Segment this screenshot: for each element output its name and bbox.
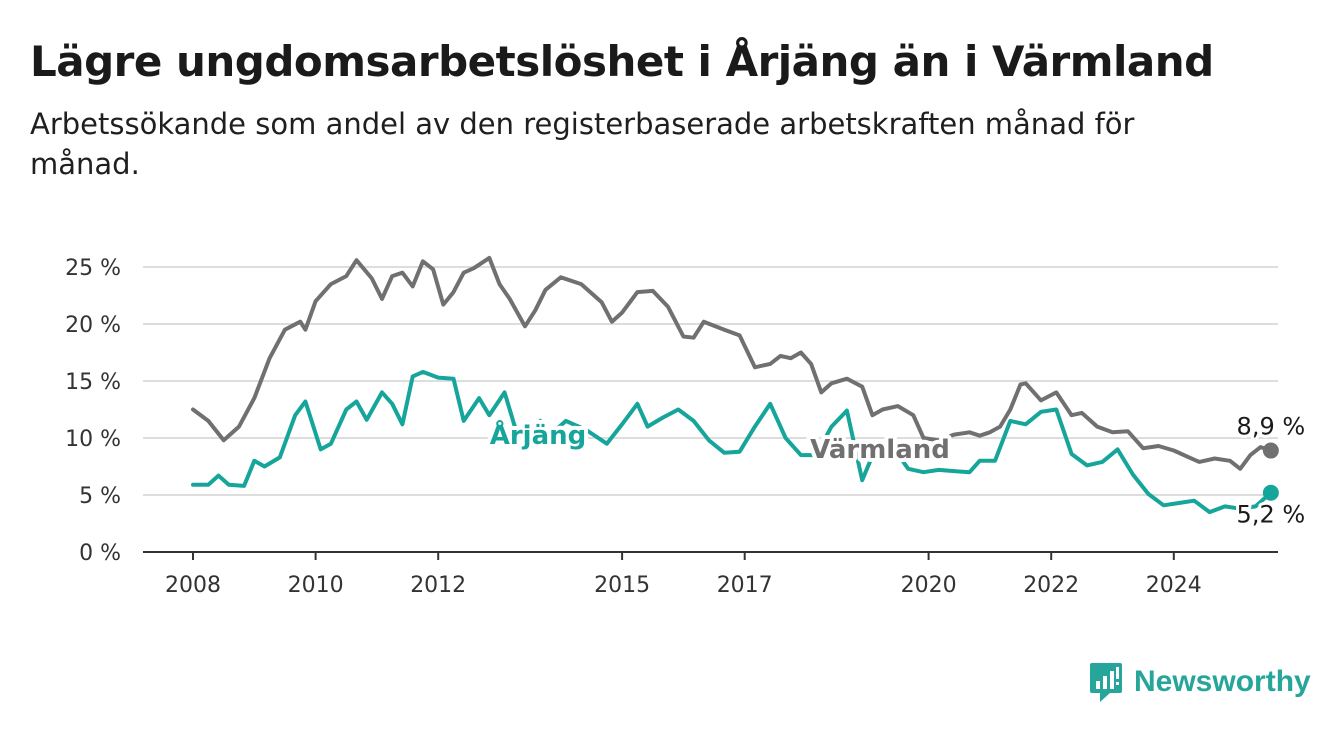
y-tick-label: 10 % xyxy=(65,427,121,452)
x-tick-label: 2022 xyxy=(1023,573,1079,598)
label-layer: Värmland Årjäng 8,9 % 5,2 % xyxy=(486,410,1308,532)
series-name-label: Värmland xyxy=(810,435,950,465)
x-tick-label: 2024 xyxy=(1146,573,1202,598)
y-tick-label: 5 % xyxy=(79,484,121,509)
y-tick-label: 25 % xyxy=(65,256,121,281)
series-end-label: 5,2 % xyxy=(1237,501,1306,529)
x-tick-label: 2020 xyxy=(901,573,957,598)
x-tick-label: 2017 xyxy=(717,573,773,598)
series-end-marker xyxy=(1262,484,1279,501)
page-title: Lägre ungdomsarbetslöshet i Årjäng än i … xyxy=(30,37,1214,86)
series-layer xyxy=(191,255,1279,515)
x-tick-label: 2015 xyxy=(594,573,650,598)
series-end-marker xyxy=(1262,442,1279,459)
y-tick-label: 15 % xyxy=(65,370,121,395)
x-tick-label: 2012 xyxy=(410,573,466,598)
series-line xyxy=(191,369,1273,515)
y-tick-label: 20 % xyxy=(65,313,121,338)
y-tick-label: 0 % xyxy=(79,541,121,566)
newsworthy-logo-icon xyxy=(1090,663,1122,702)
x-tick-label: 2008 xyxy=(165,573,221,598)
series-line xyxy=(191,255,1273,471)
page-subtitle: Arbetssökande som andel av den registerb… xyxy=(30,107,1135,181)
series-end-label: 8,9 % xyxy=(1237,413,1306,441)
brand-logo: Newsworthy xyxy=(1088,660,1311,704)
brand-name: Newsworthy xyxy=(1134,665,1311,698)
series-name-label: Årjäng xyxy=(490,419,587,451)
x-tick-label: 2010 xyxy=(288,573,344,598)
